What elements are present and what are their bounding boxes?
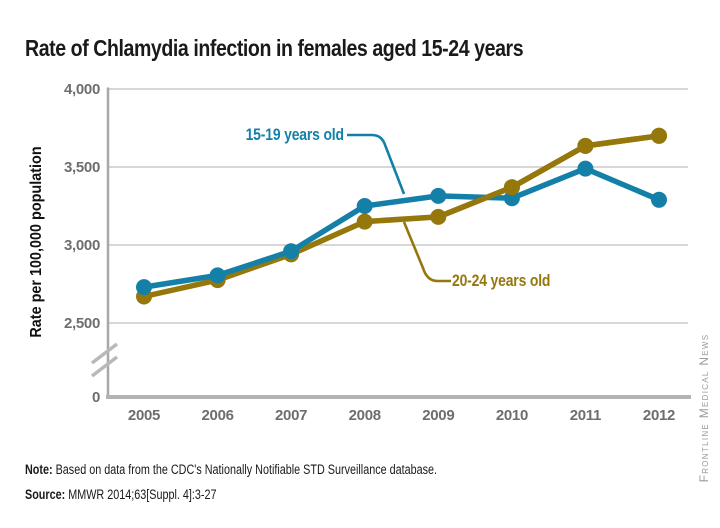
y-axis-title: Rate per 100,000 population xyxy=(28,146,45,338)
y-tick-label-4000: 4,000 xyxy=(64,81,100,98)
y-tick-label-0: 0 xyxy=(92,389,100,406)
x-tick-label-2012: 2012 xyxy=(643,407,675,424)
series-line-20-24-overlay xyxy=(437,133,660,220)
note-text: Based on data from the CDC's Nationally … xyxy=(52,462,438,477)
source-text: MMWR 2014;63[Suppl. 4]:3-27 xyxy=(65,487,217,502)
axis-break-slash-1 xyxy=(90,342,119,365)
x-tick-label-2009: 2009 xyxy=(422,407,454,424)
axis-break-slash-2 xyxy=(90,355,119,378)
data-point-15-19-2007 xyxy=(283,243,300,260)
data-point-20-24-overlay-2010 xyxy=(503,179,520,196)
annotation-15-19-years-old: 15-19 years old xyxy=(245,125,344,144)
x-tick-label-2008: 2008 xyxy=(349,407,381,424)
x-tick-label-2006: 2006 xyxy=(202,407,234,424)
data-point-20-24-overlay-2011 xyxy=(577,137,594,154)
y-tick-label-3000: 3,000 xyxy=(64,237,100,254)
x-tick-label-2005: 2005 xyxy=(128,407,160,424)
data-point-20-24-overlay-2012 xyxy=(651,127,667,144)
chart-title: Rate of Chlamydia infection in females a… xyxy=(25,35,524,62)
note-label: Note: xyxy=(25,462,53,477)
data-point-15-19-2011 xyxy=(577,160,594,177)
data-point-15-19-2005 xyxy=(136,279,152,296)
x-tick-label-2011: 2011 xyxy=(570,407,601,424)
y-tick-label-2500: 2,500 xyxy=(64,315,100,332)
series-line-15-19 xyxy=(143,165,661,290)
note-line: Note: Based on data from the CDC's Natio… xyxy=(25,462,437,477)
source-label: Source: xyxy=(25,487,66,502)
source-line: Source: MMWR 2014;63[Suppl. 4]:3-27 xyxy=(25,487,216,502)
watermark-frontline-medical-news: Frontline Medical News xyxy=(697,333,711,483)
data-point-15-19-2012 xyxy=(651,191,667,208)
annotation-20-24-years-old: 20-24 years old xyxy=(452,271,551,290)
data-point-15-19-2006 xyxy=(209,267,226,284)
data-point-20-24-2008 xyxy=(356,213,373,230)
x-tick-label-2010: 2010 xyxy=(496,407,528,424)
leader-line-20-24 xyxy=(402,221,451,283)
x-tick-label-2007: 2007 xyxy=(275,407,307,424)
data-point-15-19-2008 xyxy=(356,198,373,214)
y-tick-label-3500: 3,500 xyxy=(64,159,100,176)
leader-line-15-19 xyxy=(347,133,406,195)
data-point-15-19-2009 xyxy=(430,187,447,204)
